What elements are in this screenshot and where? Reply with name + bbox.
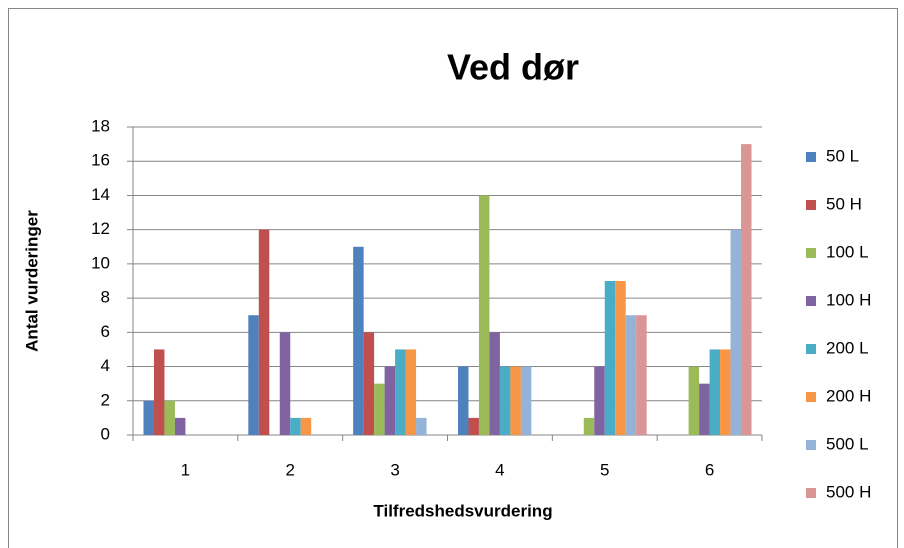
bar — [489, 332, 500, 435]
bar — [583, 417, 595, 435]
y-tick-label: 0 — [101, 424, 110, 443]
chart-frame — [8, 8, 898, 548]
y-axis-label: Antal vurderinger — [22, 210, 41, 352]
legend-label: 50 H — [826, 194, 862, 213]
legend-swatch — [806, 200, 816, 210]
bar — [143, 400, 154, 435]
bar — [416, 417, 427, 435]
legend-label: 100 H — [826, 290, 871, 309]
x-tick-label: 3 — [390, 460, 399, 479]
bar — [468, 417, 479, 435]
chart-title: Ved dør — [447, 47, 579, 88]
x-tick-label: 6 — [705, 460, 714, 479]
y-tick-label: 6 — [101, 322, 110, 341]
legend-swatch — [806, 296, 816, 306]
x-tick-label: 4 — [495, 460, 504, 479]
bar — [730, 229, 742, 435]
y-tick-label: 10 — [91, 253, 110, 272]
bar — [258, 229, 270, 435]
legend-label: 50 L — [826, 146, 859, 165]
bar — [300, 417, 312, 435]
bar — [741, 144, 752, 435]
bar — [174, 417, 186, 435]
y-tick-label: 8 — [101, 288, 110, 307]
bar — [688, 366, 700, 435]
bar — [290, 417, 301, 435]
legend-swatch — [806, 440, 816, 450]
bar — [520, 366, 532, 435]
bar — [478, 195, 490, 435]
bar — [153, 349, 165, 435]
bar — [353, 246, 364, 435]
legend-label: 200 H — [826, 386, 871, 405]
bar — [363, 332, 375, 435]
y-tick-label: 18 — [91, 116, 110, 135]
legend-swatch — [806, 392, 816, 402]
bar — [594, 366, 605, 435]
bar — [279, 332, 291, 435]
y-tick-label: 14 — [91, 185, 110, 204]
legend-swatch — [806, 488, 816, 498]
legend-label: 500 L — [826, 434, 869, 453]
bar — [395, 349, 406, 435]
x-axis-label: Tilfredshedsvurdering — [373, 501, 552, 520]
bar — [604, 281, 616, 435]
bar — [384, 366, 396, 435]
y-tick-label: 16 — [91, 151, 110, 170]
bar — [636, 315, 647, 435]
bar — [625, 315, 637, 435]
bar — [164, 400, 175, 435]
bar — [457, 366, 469, 435]
x-tick-label: 5 — [600, 460, 609, 479]
y-tick-label: 2 — [101, 390, 110, 409]
legend-swatch — [806, 344, 816, 354]
legend-label: 200 L — [826, 338, 869, 357]
y-tick-label: 12 — [91, 219, 110, 238]
bar — [510, 366, 521, 435]
legend-swatch — [806, 152, 816, 162]
y-tick-label: 4 — [101, 356, 110, 375]
legend-label: 100 L — [826, 242, 869, 261]
bar — [405, 349, 417, 435]
bar — [499, 366, 511, 435]
bar — [699, 383, 710, 435]
legend-swatch — [806, 248, 816, 258]
bar — [709, 349, 721, 435]
legend-label: 500 H — [826, 482, 871, 501]
bar — [248, 315, 259, 435]
x-tick-label: 2 — [286, 460, 295, 479]
bar — [374, 383, 385, 435]
bar — [720, 349, 731, 435]
bar — [615, 281, 626, 435]
x-tick-label: 1 — [181, 460, 190, 479]
